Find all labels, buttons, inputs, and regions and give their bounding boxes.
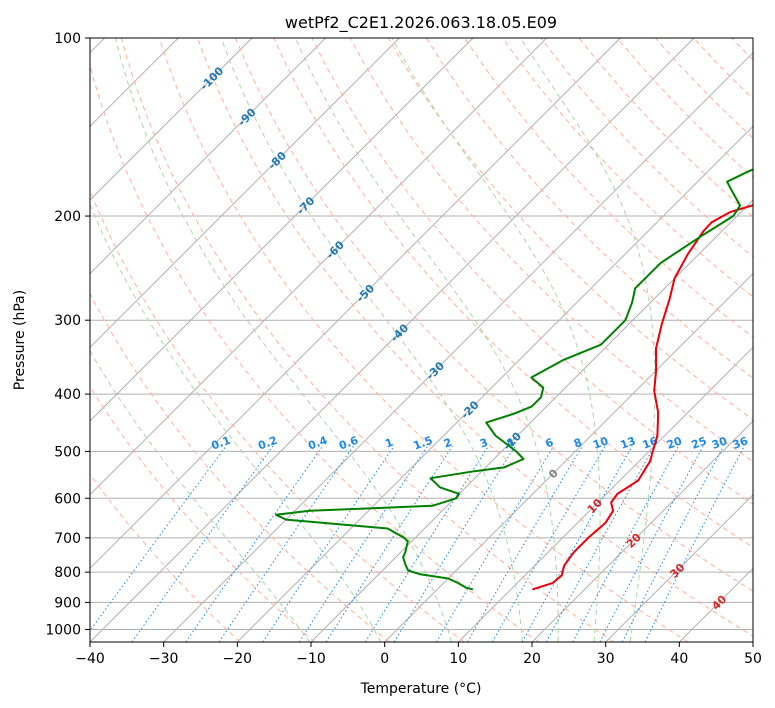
- mixing-ratio-label: 3: [478, 436, 490, 451]
- mixing-ratio-label: 13: [619, 434, 638, 451]
- isotherm-line: [90, 38, 327, 275]
- moist-adiabat-line: [519, 38, 656, 642]
- mixing-ratio-label: 36: [731, 434, 750, 452]
- mixing-ratio-label: 16: [641, 434, 660, 452]
- y-tick-label: 800: [54, 565, 81, 581]
- x-tick-label: 30: [597, 651, 615, 667]
- mixing-ratio-line: [545, 445, 655, 642]
- dry-adiabat-line: [349, 38, 753, 463]
- y-tick-label: 500: [54, 444, 81, 460]
- dry-adiabat-line: [90, 189, 465, 642]
- x-tick-label: 40: [670, 651, 688, 667]
- isotherm-line: [90, 38, 695, 642]
- mixing-ratio-line: [262, 445, 395, 642]
- x-tick-label: −40: [75, 651, 105, 667]
- isotherm-line: [531, 420, 753, 642]
- dry-adiabat-line: [90, 63, 540, 642]
- mixing-ratio-line: [364, 445, 489, 642]
- mixing-ratio-label: 10: [591, 434, 610, 452]
- moist-adiabat-line: [115, 38, 453, 642]
- isotherm-line: [310, 199, 753, 642]
- dry-adiabat-line: [120, 38, 614, 642]
- grid-layer: [90, 38, 753, 642]
- mixing-ratio-line: [325, 445, 453, 642]
- y-tick-label: 200: [54, 209, 81, 225]
- isotherm-line: [90, 38, 400, 349]
- y-axis-ticks: 100 200 300 400 500 600 700 800 900 1000: [45, 31, 90, 638]
- mixing-ratio-label: 1: [383, 436, 395, 451]
- mixing-ratio-label: 2: [442, 436, 454, 451]
- y-tick-label: 900: [54, 595, 81, 611]
- x-axis-ticks: −40 −30 −20 −10 0 10 20 30 40 50: [75, 642, 762, 667]
- mixing-ratio-line: [621, 445, 724, 642]
- plot-frame: [89, 37, 754, 643]
- x-tick-label: 50: [744, 651, 762, 667]
- dry-adiabat-line: [90, 292, 390, 642]
- moist-adiabat-line: [391, 38, 601, 642]
- mixing-ratio-line: [435, 445, 555, 642]
- dry-adiabat-line: [90, 473, 241, 642]
- mixing-ratio-line: [393, 445, 516, 642]
- dry-adiabat-line: [235, 38, 753, 592]
- x-tick-label: −30: [149, 651, 179, 667]
- mixing-ratio-label: 30: [710, 434, 729, 452]
- x-tick-label: −10: [296, 651, 326, 667]
- mixing-ratio-label: 25: [690, 434, 709, 451]
- moist-adiabat-line: [294, 38, 559, 642]
- x-axis-title: Temperature (°C): [360, 681, 482, 697]
- isotherm-line: [90, 38, 621, 570]
- y-tick-label: 300: [54, 313, 81, 329]
- isotherm-line: [236, 125, 753, 642]
- mixing-ratio-label: 0.2: [256, 434, 279, 453]
- y-axis-title: Pressure (hPa): [12, 290, 28, 390]
- isotherm-line: [90, 38, 548, 496]
- dewpoint-line: [275, 168, 753, 591]
- dry-adiabat-line: [158, 38, 689, 642]
- isotherm-line: [90, 38, 474, 422]
- isotherm-line: [605, 493, 753, 642]
- mixing-ratio-label: 0.1: [210, 434, 233, 453]
- y-tick-label: 600: [54, 491, 81, 507]
- mixing-ratio-line: [521, 445, 633, 642]
- profiles-layer: [275, 168, 753, 591]
- mixing-ratio-line: [131, 445, 274, 642]
- temperature-line: [532, 204, 753, 591]
- isotherm-line: [163, 51, 753, 642]
- moist-adiabat-line: [90, 349, 310, 642]
- y-tick-label: 1000: [45, 622, 81, 638]
- mixing-ratio-line: [298, 445, 429, 642]
- dry-adiabat-line: [197, 38, 753, 637]
- x-tick-label: 20: [523, 651, 541, 667]
- dry-adiabat-line: [311, 38, 753, 505]
- isotherm-line: [90, 38, 253, 201]
- mixing-ratio-line: [218, 445, 354, 642]
- dry-adiabat-line: [464, 38, 753, 338]
- x-tick-label: 10: [449, 651, 467, 667]
- chart-title: wetPf2_C2E1.2026.063.18.05.E09: [285, 13, 557, 33]
- mixing-ratio-label: 8: [572, 436, 584, 451]
- mixing-ratio-label: 6: [544, 436, 556, 451]
- mixing-ratio-label: 0.6: [337, 434, 360, 453]
- dry-adiabat-line: [90, 385, 316, 642]
- y-tick-label: 400: [54, 387, 81, 403]
- mixing-ratio-label: 4: [505, 436, 517, 451]
- dry-adiabat-line: [502, 38, 753, 298]
- moist-adiabat-line: [90, 203, 382, 642]
- mixing-ratio-line: [644, 445, 745, 642]
- mixing-ratio-label: 0.4: [306, 434, 329, 453]
- mixing-ratio-label: 1.5: [412, 434, 435, 453]
- isotherm-line: [457, 346, 753, 642]
- y-tick-label: 100: [54, 31, 81, 47]
- x-tick-label: 0: [380, 651, 389, 667]
- dry-adiabat-line: [387, 38, 753, 421]
- mixing-ratio-label: 20: [665, 434, 684, 452]
- x-tick-label: −20: [223, 651, 253, 667]
- isotherm-line: [384, 272, 753, 642]
- mixing-ratio-line: [185, 445, 324, 642]
- y-tick-label: 700: [54, 531, 81, 547]
- dry-adiabat-line: [273, 38, 753, 548]
